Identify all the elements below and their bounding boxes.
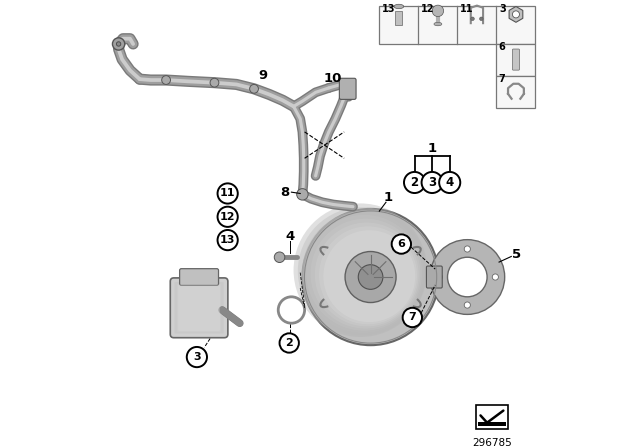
- Text: 3: 3: [428, 176, 436, 189]
- FancyBboxPatch shape: [174, 282, 224, 334]
- FancyBboxPatch shape: [380, 6, 536, 43]
- FancyBboxPatch shape: [476, 405, 508, 429]
- Circle shape: [218, 183, 238, 203]
- Text: 3: 3: [499, 4, 506, 14]
- FancyBboxPatch shape: [478, 422, 506, 426]
- Circle shape: [432, 5, 444, 17]
- Circle shape: [113, 38, 125, 50]
- Circle shape: [422, 172, 443, 193]
- Circle shape: [345, 251, 396, 302]
- FancyBboxPatch shape: [339, 78, 356, 99]
- Text: 4: 4: [285, 230, 295, 243]
- Circle shape: [218, 230, 238, 250]
- Circle shape: [294, 203, 427, 337]
- Circle shape: [319, 226, 417, 324]
- Text: 12: 12: [220, 212, 236, 222]
- Circle shape: [298, 207, 426, 335]
- Polygon shape: [509, 6, 523, 22]
- Circle shape: [210, 78, 219, 87]
- Circle shape: [404, 172, 425, 193]
- Text: 12: 12: [421, 4, 435, 14]
- Circle shape: [447, 257, 487, 297]
- Text: 11: 11: [460, 4, 474, 14]
- Text: 7: 7: [498, 74, 505, 84]
- FancyBboxPatch shape: [175, 283, 223, 333]
- Circle shape: [479, 17, 483, 21]
- Circle shape: [302, 211, 424, 333]
- Circle shape: [323, 230, 415, 322]
- Circle shape: [392, 234, 411, 254]
- Circle shape: [307, 215, 422, 331]
- Circle shape: [430, 240, 505, 314]
- Circle shape: [315, 223, 419, 326]
- Text: 3: 3: [193, 352, 201, 362]
- Circle shape: [297, 189, 308, 200]
- Text: 2: 2: [410, 176, 419, 189]
- Text: 13: 13: [382, 4, 396, 14]
- Text: 6: 6: [397, 239, 405, 249]
- Text: 11: 11: [220, 189, 236, 198]
- Circle shape: [275, 252, 285, 263]
- Circle shape: [303, 209, 439, 345]
- Circle shape: [187, 347, 207, 367]
- Text: 7: 7: [408, 313, 416, 323]
- Text: 10: 10: [323, 72, 342, 85]
- Circle shape: [116, 42, 121, 46]
- Text: 13: 13: [220, 235, 236, 245]
- Circle shape: [513, 11, 520, 18]
- Circle shape: [403, 308, 422, 327]
- FancyBboxPatch shape: [180, 269, 218, 285]
- FancyBboxPatch shape: [513, 49, 520, 70]
- Circle shape: [280, 333, 299, 353]
- Text: 8: 8: [280, 185, 289, 198]
- FancyBboxPatch shape: [426, 266, 442, 288]
- Circle shape: [358, 265, 383, 289]
- Text: 9: 9: [259, 69, 268, 82]
- Text: 2: 2: [285, 338, 293, 348]
- Ellipse shape: [394, 4, 404, 9]
- Circle shape: [464, 302, 470, 308]
- Circle shape: [436, 274, 442, 280]
- Circle shape: [471, 17, 474, 21]
- Text: 5: 5: [513, 248, 522, 261]
- Ellipse shape: [434, 22, 442, 26]
- FancyBboxPatch shape: [177, 284, 221, 332]
- Circle shape: [162, 76, 170, 84]
- FancyBboxPatch shape: [178, 284, 220, 331]
- FancyBboxPatch shape: [497, 43, 536, 76]
- Text: 6: 6: [498, 42, 505, 52]
- Text: 4: 4: [445, 176, 454, 189]
- Circle shape: [439, 172, 460, 193]
- FancyBboxPatch shape: [170, 278, 228, 338]
- Text: 1: 1: [383, 191, 393, 204]
- Circle shape: [464, 246, 470, 252]
- Text: 1: 1: [428, 142, 436, 155]
- Circle shape: [250, 84, 259, 93]
- Circle shape: [218, 207, 238, 227]
- Circle shape: [310, 219, 420, 328]
- FancyBboxPatch shape: [497, 76, 536, 108]
- Circle shape: [492, 274, 499, 280]
- FancyBboxPatch shape: [396, 11, 403, 26]
- Text: 296785: 296785: [472, 438, 512, 448]
